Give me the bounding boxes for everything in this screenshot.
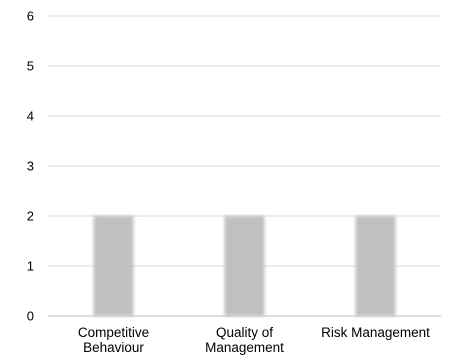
y-axis-ticks: 0 1 2 3 4 5 6 [27,9,34,324]
y-tick-label: 3 [27,159,34,174]
bar [224,216,265,316]
bar [355,216,396,316]
bar [93,216,134,316]
x-category-label: Quality of Management [205,325,284,355]
x-axis-categories: Competitive Behaviour Quality of Management… [78,325,430,355]
y-tick-label: 0 [27,309,34,324]
y-tick-label: 1 [27,259,34,274]
y-tick-label: 4 [27,109,34,124]
y-tick-label: 2 [27,209,34,224]
x-category-label: Risk Management [321,325,430,340]
y-tick-label: 5 [27,59,34,74]
bars [93,216,396,316]
y-tick-label: 6 [27,9,34,24]
x-category-label: Competitive Behaviour [78,325,149,355]
